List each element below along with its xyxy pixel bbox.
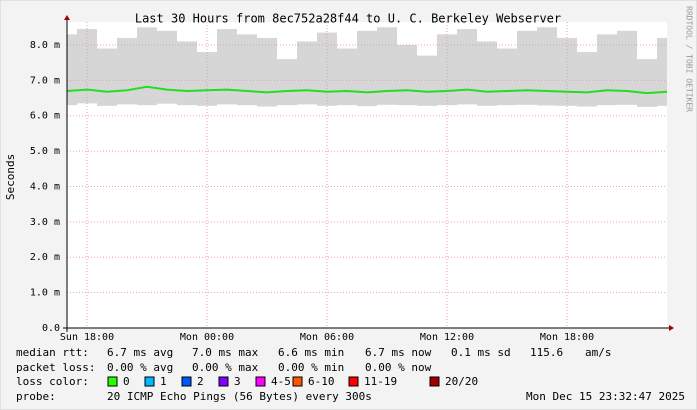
smoke-band xyxy=(257,37,277,107)
smoke-band xyxy=(437,34,457,106)
smoke-band xyxy=(237,34,257,106)
stat-value: 0.00 % min xyxy=(278,361,344,374)
legend-swatch xyxy=(144,376,155,387)
legend-label: 4-5 xyxy=(271,375,291,388)
y-tick-label: 3.0 m xyxy=(30,217,60,228)
legend-swatch xyxy=(292,376,303,387)
smoke-band xyxy=(557,37,577,106)
smoke-band xyxy=(177,41,197,106)
y-tick-label: 1.0 m xyxy=(30,288,60,299)
legend-label: 3 xyxy=(234,375,241,388)
x-tick-label: Mon 00:00 xyxy=(180,332,234,343)
smoke-band xyxy=(67,34,77,106)
smoke-band xyxy=(637,59,657,107)
stat-value: 6.7 ms now xyxy=(365,346,432,359)
legend-label: 0 xyxy=(123,375,130,388)
legend-label: 6-10 xyxy=(308,375,335,388)
stat-value: am/s xyxy=(585,346,612,359)
legend-swatch xyxy=(107,376,118,387)
y-axis-label: Seconds xyxy=(4,154,17,200)
smoke-band xyxy=(117,37,137,105)
y-tick-label: 5.0 m xyxy=(30,146,60,157)
smoke-band xyxy=(77,29,97,104)
legend-swatch xyxy=(429,376,440,387)
smoke-band xyxy=(197,52,217,106)
stat-label: loss color: xyxy=(16,375,89,388)
y-tick-label: 8.0 m xyxy=(30,40,60,51)
stat-value: 7.0 ms max xyxy=(192,346,259,359)
x-axis-arrow xyxy=(669,325,674,331)
stat-label: median rtt: xyxy=(16,346,89,359)
smoke-band xyxy=(617,30,637,105)
legend-swatch xyxy=(348,376,359,387)
stat-label: packet loss: xyxy=(16,361,95,374)
stat-value: 6.7 ms avg xyxy=(107,346,173,359)
smoke-band xyxy=(497,48,517,106)
smoke-band xyxy=(457,29,477,105)
smoke-band xyxy=(517,30,537,105)
smoke-band xyxy=(657,37,667,106)
median-line xyxy=(66,85,668,95)
smoke-band xyxy=(297,41,317,105)
smoke-band xyxy=(357,30,377,107)
x-tick-label: Mon 12:00 xyxy=(420,332,474,343)
legend-swatch xyxy=(255,376,266,387)
smoke-band xyxy=(577,52,597,107)
smoke-band xyxy=(537,27,557,106)
y-tick-label: 4.0 m xyxy=(30,181,60,192)
x-tick-label: Sun 18:00 xyxy=(60,332,114,343)
smoke-band xyxy=(217,29,237,105)
stat-value: 0.1 ms sd xyxy=(451,346,511,359)
smoke-band xyxy=(137,27,157,106)
side-label: RRDTOOL / TOBI OETIKER xyxy=(685,6,694,112)
smoke-band xyxy=(397,44,417,106)
stat-value: 115.6 xyxy=(530,346,563,359)
probe-text: 20 ICMP Echo Pings (56 Bytes) every 300s xyxy=(107,390,372,403)
smoke-band xyxy=(317,32,337,106)
smoke-band xyxy=(417,55,437,106)
y-tick-label: 0.0 xyxy=(42,323,60,334)
probe-label: probe: xyxy=(16,390,56,403)
smoke-band xyxy=(157,30,177,104)
smoke-band xyxy=(97,48,117,106)
probe-date: Mon Dec 15 23:32:47 2025 xyxy=(526,390,685,403)
legend-swatch xyxy=(181,376,192,387)
legend-label: 2 xyxy=(197,375,204,388)
stat-value: 6.6 ms min xyxy=(278,346,344,359)
stat-value: 0.00 % avg xyxy=(107,361,173,374)
y-tick-label: 6.0 m xyxy=(30,111,60,122)
x-tick-label: Mon 18:00 xyxy=(540,332,594,343)
stat-value: 0.00 % now xyxy=(365,361,432,374)
x-tick-label: Mon 06:00 xyxy=(300,332,354,343)
y-tick-label: 7.0 m xyxy=(30,75,60,86)
smoke-band xyxy=(477,41,497,106)
legend-label: 20/20 xyxy=(445,375,478,388)
smoke-band xyxy=(337,48,357,106)
legend-label: 1 xyxy=(160,375,167,388)
y-axis-arrow xyxy=(64,15,70,20)
legend-label: 11-19 xyxy=(364,375,397,388)
y-tick-label: 2.0 m xyxy=(30,252,60,263)
stat-value: 0.00 % max xyxy=(192,361,259,374)
smoke-band xyxy=(377,27,397,105)
legend-swatch xyxy=(218,376,229,387)
smoke-band xyxy=(277,59,297,106)
chart-title: Last 30 Hours from 8ec752a28f44 to U. C.… xyxy=(135,12,561,26)
smoke-band xyxy=(597,34,617,106)
